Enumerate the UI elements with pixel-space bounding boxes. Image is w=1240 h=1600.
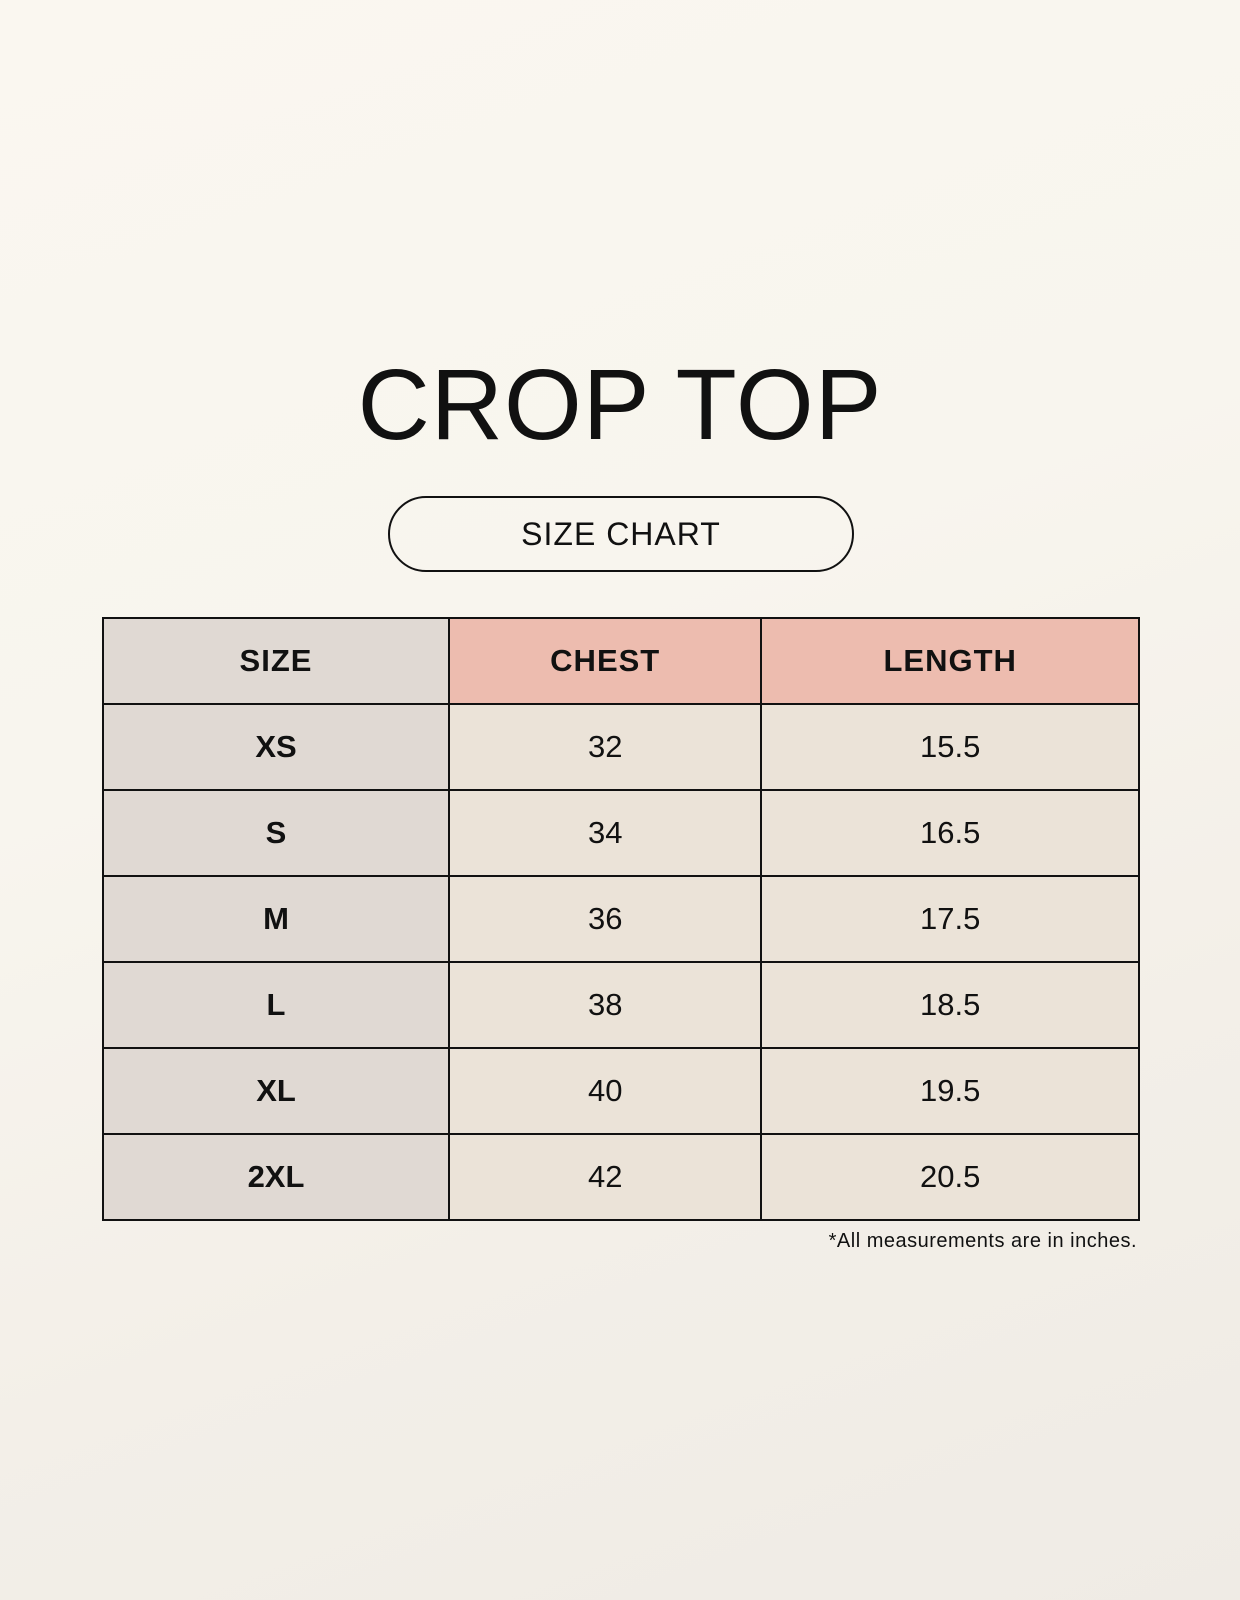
cell-chest: 36 bbox=[447, 875, 763, 963]
cell-size: XS bbox=[102, 703, 450, 791]
size-chart-label: SIZE CHART bbox=[388, 496, 854, 572]
cell-chest: 42 bbox=[447, 1133, 763, 1221]
cell-length: 17.5 bbox=[760, 875, 1140, 963]
table-row: M 36 17.5 bbox=[102, 875, 1140, 963]
header-length: LENGTH bbox=[760, 617, 1140, 705]
cell-length: 20.5 bbox=[760, 1133, 1140, 1221]
page-title: CROP TOP bbox=[357, 349, 883, 461]
cell-length: 19.5 bbox=[760, 1047, 1140, 1135]
cell-size: XL bbox=[102, 1047, 450, 1135]
table-row: S 34 16.5 bbox=[102, 789, 1140, 877]
cell-chest: 34 bbox=[447, 789, 763, 877]
cell-chest: 40 bbox=[447, 1047, 763, 1135]
cell-length: 16.5 bbox=[760, 789, 1140, 877]
footnote: *All measurements are in inches. bbox=[828, 1230, 1137, 1252]
table-header-row: SIZE CHEST LENGTH bbox=[102, 617, 1140, 705]
cell-length: 15.5 bbox=[760, 703, 1140, 791]
table-row: L 38 18.5 bbox=[102, 961, 1140, 1049]
cell-length: 18.5 bbox=[760, 961, 1140, 1049]
header-size: SIZE bbox=[102, 617, 450, 705]
table-row: 2XL 42 20.5 bbox=[102, 1133, 1140, 1221]
table-row: XL 40 19.5 bbox=[102, 1047, 1140, 1135]
cell-size: L bbox=[102, 961, 450, 1049]
size-table: SIZE CHEST LENGTH XS 32 15.5 S 34 16.5 M 36 17.5… bbox=[102, 617, 1140, 1221]
table-row: XS 32 15.5 bbox=[102, 703, 1140, 791]
cell-size: S bbox=[102, 789, 450, 877]
cell-size: M bbox=[102, 875, 450, 963]
cell-chest: 38 bbox=[447, 961, 763, 1049]
cell-chest: 32 bbox=[447, 703, 763, 791]
header-chest: CHEST bbox=[447, 617, 763, 705]
cell-size: 2XL bbox=[102, 1133, 450, 1221]
